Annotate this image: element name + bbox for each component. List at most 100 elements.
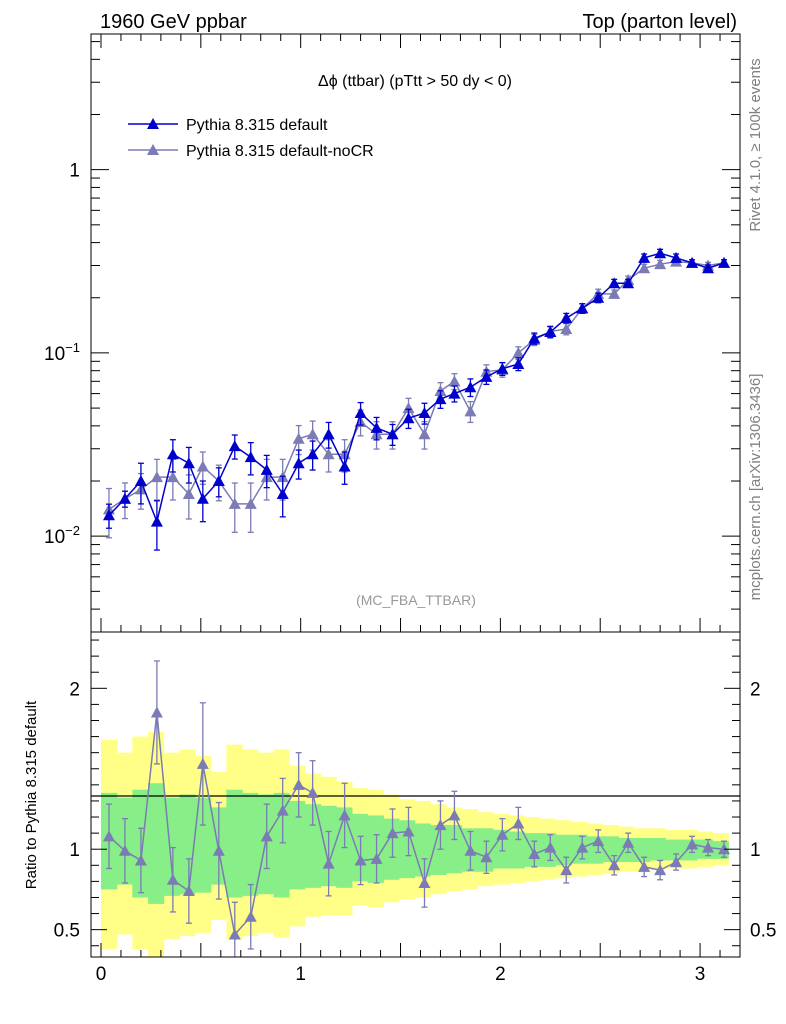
data-point [150, 471, 163, 483]
data-point [464, 405, 477, 417]
ratio-point [322, 857, 335, 869]
ratio-y-tick-label-left: 1 [69, 840, 80, 861]
ratio-point [292, 778, 305, 790]
band-inner [555, 834, 572, 866]
band-inner [430, 825, 447, 875]
header-right: Top (parton level) [582, 11, 737, 33]
band-inner [446, 825, 463, 874]
ratio-point [608, 859, 621, 871]
data-point [654, 247, 667, 259]
data-point [196, 492, 209, 504]
ratio-point [702, 841, 715, 853]
data-point [702, 262, 715, 274]
data-point [212, 475, 225, 487]
data-point [166, 448, 179, 460]
y-tick-label: 1 [69, 161, 80, 182]
data-point [638, 251, 651, 263]
ratio-ticks [91, 639, 741, 957]
ratio-point [370, 852, 383, 864]
data-point [670, 251, 683, 263]
x-tick-labels: 0 1 2 3 [96, 964, 706, 985]
band-inner [289, 800, 306, 890]
data-point [560, 323, 573, 335]
data-point [354, 407, 367, 419]
data-point [306, 448, 319, 460]
ratio-series [102, 660, 731, 957]
data-point [402, 402, 415, 414]
x-tick-label: 0 [96, 964, 107, 985]
ratio-point [654, 864, 667, 876]
plot-title: Δϕ (ttbar) (pTtt > 50 dy < 0) [318, 73, 512, 90]
main-ytick-labels: 10−2 10−1 1 [44, 161, 80, 549]
data-point [292, 457, 305, 469]
data-point [228, 440, 241, 452]
ratio-point [448, 809, 461, 821]
ratio-point [212, 844, 225, 856]
data-point [386, 428, 399, 440]
ratio-point [418, 876, 431, 888]
ratio-point [544, 841, 557, 853]
data-point [166, 471, 179, 483]
data-point [260, 463, 273, 475]
data-point [480, 370, 493, 382]
band-inner [681, 839, 698, 861]
x-tick-label: 1 [295, 964, 306, 985]
ratio-point [528, 848, 541, 860]
data-point [528, 332, 541, 344]
ratio-plot: 0.5 0.5 1 1 2 2 0 1 2 3 Ratio to Pythia 8.315 de… [23, 631, 776, 985]
ratio-point [402, 825, 415, 837]
ratio-y-tick-label-left: 0.5 [54, 921, 80, 942]
ratio-point [464, 844, 477, 856]
ratio-point [118, 844, 131, 856]
y-tick-label: 10−2 [44, 523, 80, 548]
ratio-y-tick-label-right: 2 [750, 679, 761, 700]
ratio-y-tick-label-right: 0.5 [750, 921, 776, 942]
data-point [418, 428, 431, 440]
data-point [118, 492, 131, 504]
data-point [338, 460, 351, 472]
ratio-point [354, 854, 367, 866]
data-point [608, 277, 621, 289]
ratio-bands [100, 731, 729, 957]
series-default [102, 247, 731, 551]
analysis-label: (MC_FBA_TTBAR) [356, 592, 476, 608]
ratio-point [576, 841, 589, 853]
band-inner [383, 818, 400, 880]
data-point [134, 475, 147, 487]
ratio-point [512, 817, 525, 829]
data-point [560, 312, 573, 324]
side-label-mcplots: mcplots.cern.ch [arXiv:1306.3436] [747, 374, 764, 601]
data-point [418, 407, 431, 419]
data-point [654, 258, 667, 270]
ratio-ylabel: Ratio to Pythia 8.315 default [23, 700, 40, 889]
band-inner [226, 789, 243, 898]
data-point [228, 497, 241, 509]
header-left: 1960 GeV ppbar [100, 11, 247, 33]
data-point [608, 287, 621, 299]
x-tick-label: 2 [495, 964, 506, 985]
ratio-point [150, 706, 163, 718]
x-tick-label: 3 [695, 964, 706, 985]
legend-marker-default [147, 118, 159, 129]
band-inner [602, 836, 620, 863]
data-point [448, 387, 461, 399]
data-point [448, 375, 461, 387]
ratio-point [386, 827, 399, 839]
data-point [150, 515, 163, 527]
legend: Pythia 8.315 default Pythia 8.315 defaul… [128, 117, 374, 160]
data-point [182, 457, 195, 469]
ratio-point [686, 838, 699, 850]
data-point [718, 256, 731, 268]
data-point [576, 302, 589, 314]
main-plot: 10−210−11 Δϕ (ttbar) (pTtt > 50 dy < 0) … [44, 33, 741, 633]
data-point [434, 393, 447, 405]
band-inner [649, 837, 667, 861]
data-point [182, 487, 195, 499]
data-point [292, 432, 305, 444]
data-point [196, 460, 209, 472]
ratio-point [228, 928, 241, 940]
data-point [686, 256, 699, 268]
ratio-point [480, 851, 493, 863]
data-point [496, 362, 509, 374]
ratio-point [196, 757, 209, 769]
